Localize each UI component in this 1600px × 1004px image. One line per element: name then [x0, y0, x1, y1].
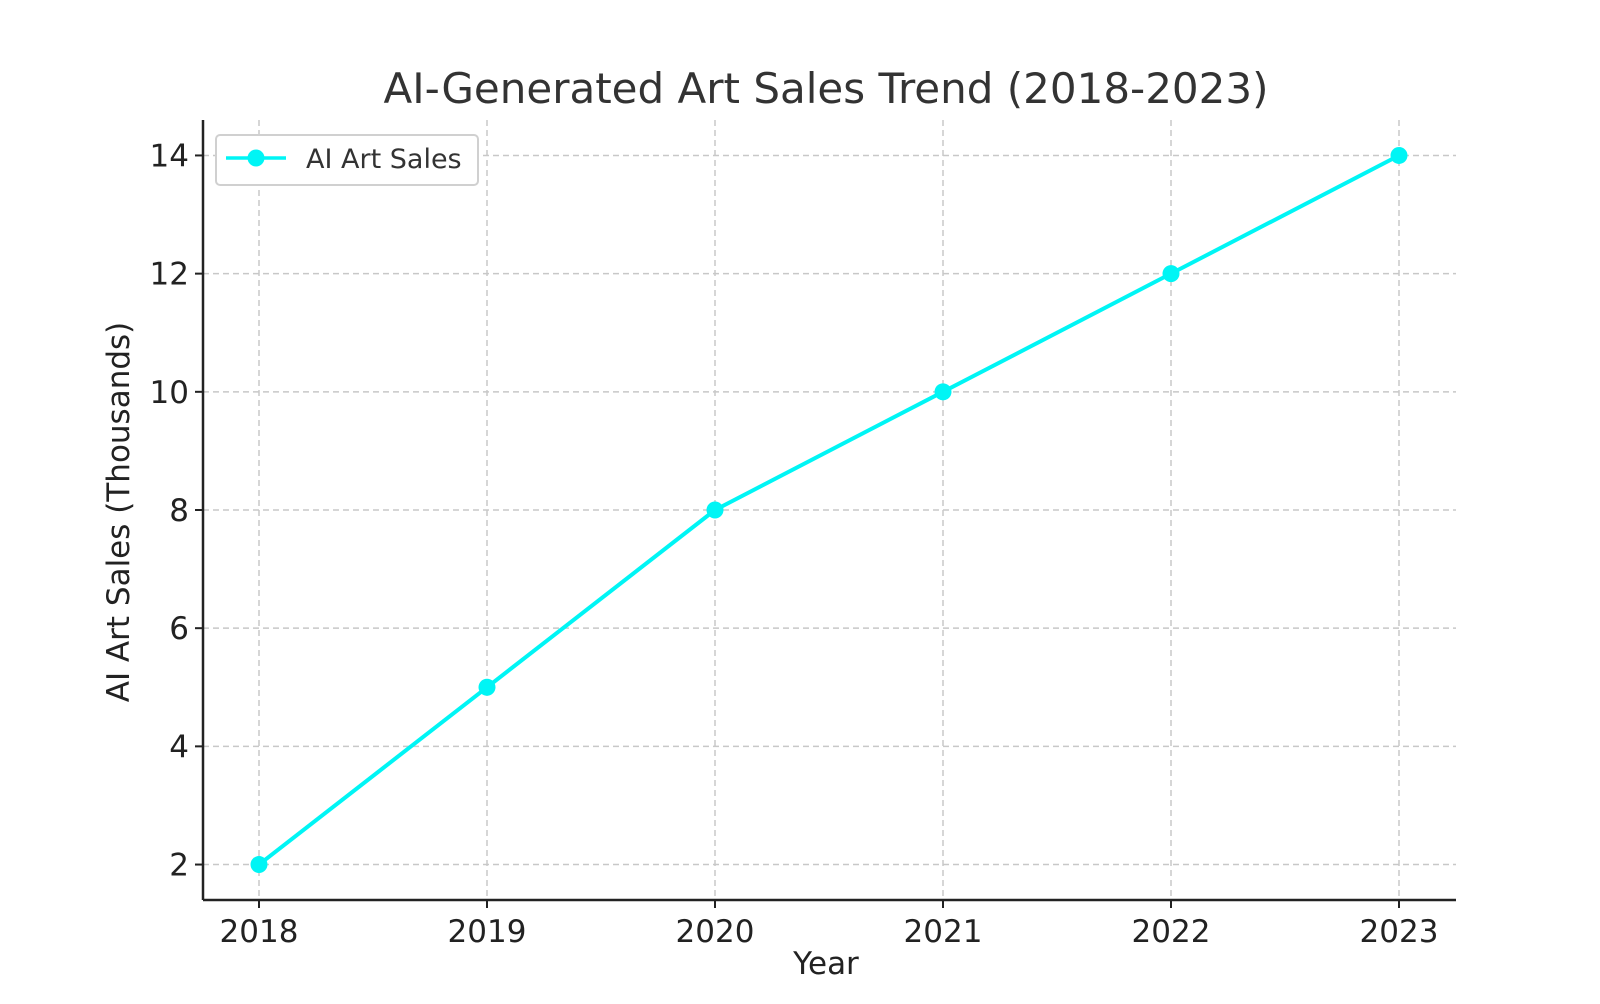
chart-title: AI-Generated Art Sales Trend (2018-2023) [384, 64, 1269, 113]
data-point [250, 856, 268, 874]
data-point [706, 501, 724, 519]
y-axis-label: AI Art Sales (Thousands) [101, 322, 137, 703]
x-tick-label: 2023 [1360, 914, 1439, 950]
ticks: 2018 2019 2020 2021 2022 2023 2 4 6 8 10 12 14 [150, 138, 1439, 950]
legend-marker-icon [247, 149, 265, 167]
grid [203, 120, 1456, 900]
x-tick-label: 2019 [448, 914, 527, 950]
data-point [1162, 265, 1180, 283]
y-tick-label: 4 [169, 729, 189, 765]
series-layer [250, 146, 1408, 874]
y-tick-label: 10 [150, 375, 189, 411]
series-line [257, 153, 1401, 867]
x-axis-label: Year [792, 946, 859, 982]
y-tick-label: 12 [150, 257, 189, 293]
legend-label-ai-art-sales: AI Art Sales [306, 144, 462, 175]
y-tick-label: 6 [169, 611, 189, 647]
x-tick-label: 2021 [904, 914, 983, 950]
legend: AI Art Sales [215, 134, 479, 186]
data-point [1390, 146, 1408, 164]
y-tick-label: 8 [169, 493, 189, 529]
x-tick-label: 2018 [220, 914, 299, 950]
y-tick-label: 14 [150, 138, 189, 174]
y-tick-label: 2 [169, 848, 189, 884]
data-point [934, 383, 952, 401]
x-tick-label: 2020 [676, 914, 755, 950]
legend-box [215, 134, 479, 186]
data-point [478, 678, 496, 696]
x-tick-label: 2022 [1132, 914, 1211, 950]
